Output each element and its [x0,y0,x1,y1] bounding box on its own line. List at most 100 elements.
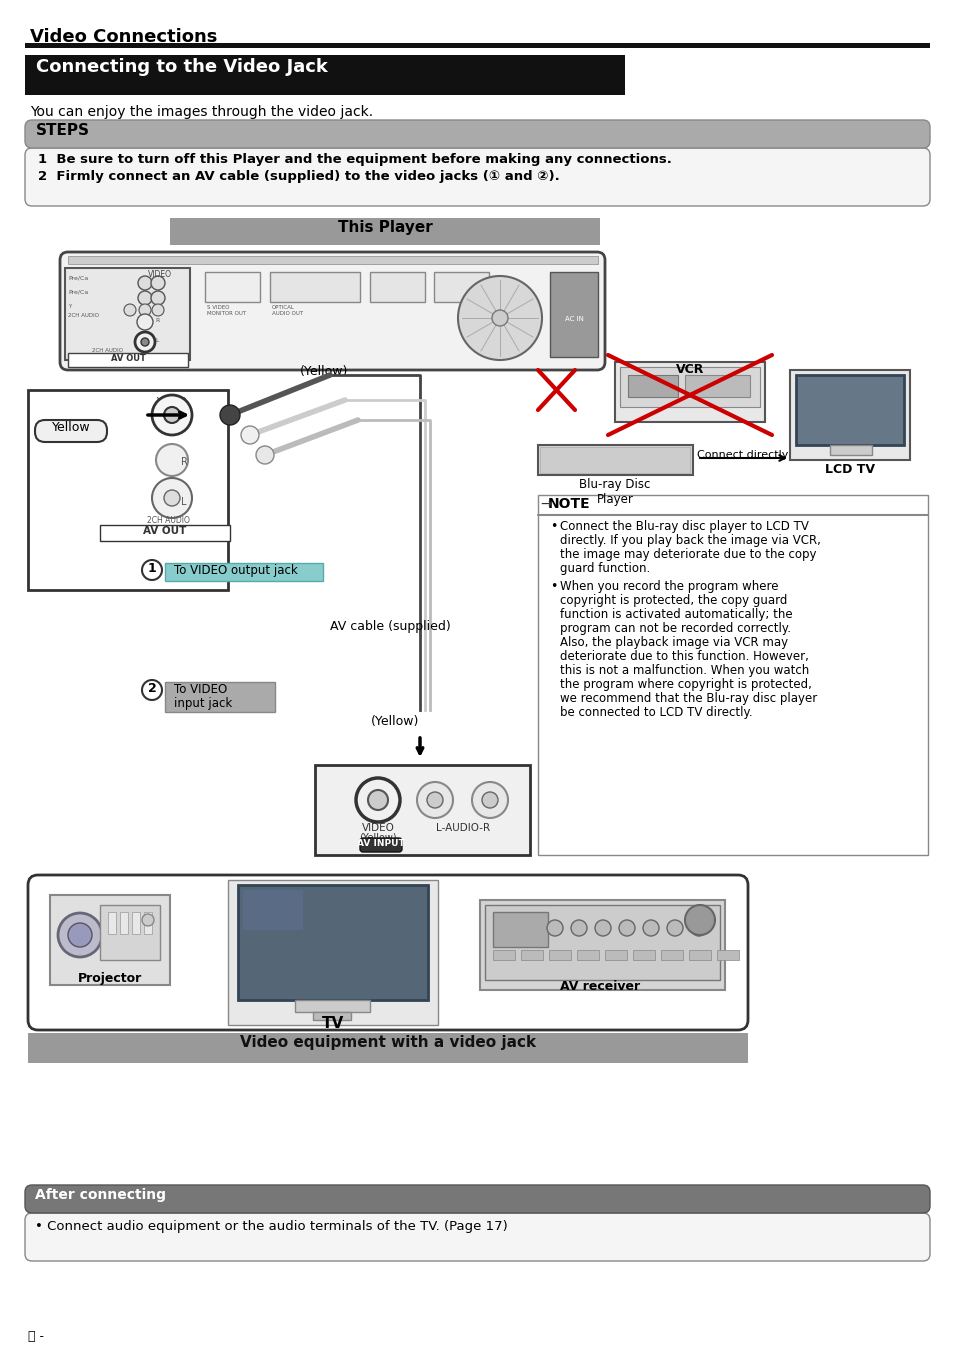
Circle shape [416,783,453,818]
Text: (Yellow): (Yellow) [299,366,348,378]
FancyBboxPatch shape [60,252,604,370]
Text: 2  Firmly connect an AV cable (supplied) to the video jacks (① and ②).: 2 Firmly connect an AV cable (supplied) … [38,171,559,183]
Text: S VIDEO
MONITOR OUT: S VIDEO MONITOR OUT [207,305,246,315]
Text: (Yellow): (Yellow) [371,715,418,728]
Bar [684,375,749,397]
Bar [539,447,689,473]
Circle shape [220,405,240,425]
Text: Also, the playback image via VCR may: Also, the playback image via VCR may [559,636,787,649]
Circle shape [138,291,152,305]
Text: •: • [550,520,557,533]
Text: Y: Y [68,305,71,309]
Bar [829,445,871,455]
Bar [144,913,152,934]
Bar [479,900,724,990]
Circle shape [139,305,151,315]
Text: VIDEO: VIDEO [361,823,394,833]
Text: Yellow: Yellow [51,421,91,435]
Circle shape [690,919,706,936]
Text: function is activated automatically; the: function is activated automatically; the [559,608,792,621]
Bar [370,272,424,302]
Bar [294,1001,370,1011]
Bar [550,272,598,357]
Text: LCD TV: LCD TV [824,463,874,477]
Circle shape [618,919,635,936]
Text: deteriorate due to this function. However,: deteriorate due to this function. Howeve… [559,650,808,663]
Bar [65,268,190,360]
Circle shape [472,783,507,818]
Text: L: L [154,338,158,343]
Text: Connect the Blu-ray disc player to LCD TV: Connect the Blu-ray disc player to LCD T… [559,520,808,533]
Circle shape [138,276,152,290]
Circle shape [368,789,388,810]
Text: 2: 2 [148,682,156,695]
Bar [577,951,598,960]
Circle shape [135,332,154,352]
Text: L-AUDIO-R: L-AUDIO-R [436,823,490,833]
Bar [484,904,720,980]
Text: Connect directly: Connect directly [697,450,788,460]
Circle shape [164,490,180,506]
Text: the program where copyright is protected,: the program where copyright is protected… [559,678,811,691]
Bar [615,362,764,422]
Circle shape [481,792,497,808]
Text: input jack: input jack [173,697,232,709]
Text: Connecting to the Video Jack: Connecting to the Video Jack [36,58,328,76]
FancyBboxPatch shape [25,1213,929,1261]
Bar [68,256,598,264]
Text: guard function.: guard function. [559,562,650,575]
Bar [795,375,903,445]
FancyBboxPatch shape [25,121,929,148]
Text: →: → [539,497,551,510]
Text: copyright is protected, the copy guard: copyright is protected, the copy guard [559,594,786,607]
Bar [25,43,929,47]
Bar [313,1011,351,1020]
Circle shape [427,792,442,808]
Text: This Player: This Player [337,219,432,236]
Circle shape [642,919,659,936]
Text: 1  Be sure to turn off this Player and the equipment before making any connectio: 1 Be sure to turn off this Player and th… [38,153,671,167]
Text: Video Connections: Video Connections [30,28,217,46]
Text: AV cable (supplied): AV cable (supplied) [330,620,450,634]
Circle shape [355,779,399,822]
Circle shape [151,276,165,290]
Circle shape [492,310,507,326]
Bar [50,895,170,984]
Bar [165,563,323,581]
Text: we recommend that the Blu-ray disc player: we recommend that the Blu-ray disc playe… [559,692,817,705]
Circle shape [141,338,149,347]
Bar [100,904,160,960]
Circle shape [151,291,165,305]
Text: AV receiver: AV receiver [559,980,639,992]
FancyBboxPatch shape [35,420,107,441]
Circle shape [156,444,188,477]
Bar [493,913,547,946]
Bar [633,951,655,960]
Bar [132,913,140,934]
Bar [170,218,599,245]
Text: (Yellow): (Yellow) [359,833,396,844]
Text: To VIDEO: To VIDEO [173,682,227,696]
Text: L: L [181,497,186,506]
FancyBboxPatch shape [25,148,929,206]
Bar [537,496,927,854]
Text: ⓔ -: ⓔ - [28,1330,44,1343]
Bar [627,375,678,397]
Bar [270,272,359,302]
Bar [205,272,260,302]
Text: Pre/Ca: Pre/Ca [68,290,89,295]
Text: To VIDEO output jack: To VIDEO output jack [173,565,297,577]
Text: program can not be recorded correctly.: program can not be recorded correctly. [559,621,790,635]
Text: 2CH AUDIO: 2CH AUDIO [68,313,99,318]
Text: directly. If you play back the image via VCR,: directly. If you play back the image via… [559,533,820,547]
Bar [688,951,710,960]
Bar [228,880,437,1025]
Text: Video equipment with a video jack: Video equipment with a video jack [240,1034,536,1049]
Bar [108,913,116,934]
Bar [25,56,624,95]
Text: R: R [181,458,188,467]
Text: Pre/Ca: Pre/Ca [68,275,89,280]
Text: VIDEO: VIDEO [148,269,172,279]
Text: AV INPUT: AV INPUT [356,839,404,848]
Text: AV OUT: AV OUT [143,525,187,536]
